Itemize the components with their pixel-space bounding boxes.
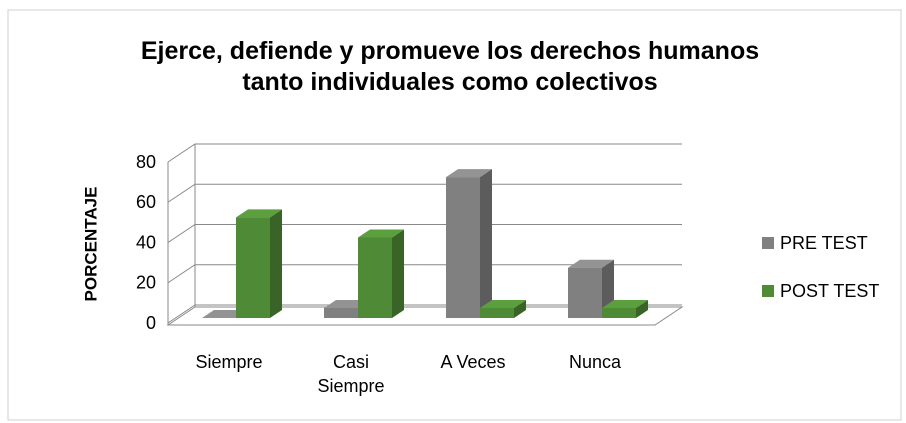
y-axis-label: PORCENTAJE (81, 187, 100, 302)
x-tick-label: A Veces (440, 352, 506, 372)
legend-label: PRE TEST (780, 233, 868, 253)
grid-line (167, 264, 682, 284)
x-tick-label: Casi Siempre (317, 352, 385, 396)
bar (568, 259, 614, 318)
bar-front (602, 307, 636, 318)
bar-side (514, 299, 526, 318)
bar-front (358, 237, 392, 318)
bar-front (236, 217, 270, 318)
chart-border (7, 9, 902, 421)
legend-label: POST TEST (780, 281, 879, 301)
bar-front (568, 267, 602, 318)
bar-front (446, 177, 480, 318)
bar-top (602, 299, 648, 308)
bar-front (480, 307, 514, 318)
y-tick-label: 40 (136, 232, 156, 252)
bar-top (446, 169, 492, 178)
bar-side (480, 169, 492, 318)
y-tick-label: 80 (136, 152, 156, 172)
floor (166, 306, 684, 326)
bar-top (236, 209, 282, 218)
legend-swatch (762, 285, 774, 297)
bar-side (392, 229, 404, 318)
bar-side (636, 299, 648, 318)
bar (446, 169, 492, 318)
bar (602, 299, 648, 318)
bar-top (480, 299, 526, 308)
grid-line (167, 183, 682, 203)
bar-top (568, 259, 614, 268)
bar (236, 209, 282, 318)
bar (358, 229, 404, 318)
bar-front (324, 307, 358, 318)
grid-line (167, 143, 682, 163)
chart-title: Ejerce, defiende y promueve los derechos… (140, 37, 760, 96)
y-tick-label: 0 (146, 313, 156, 333)
grid-line (167, 224, 682, 243)
bar-side (270, 209, 282, 318)
bar-top (358, 229, 404, 238)
x-tick-label: Nunca (568, 352, 622, 372)
legend-swatch (762, 237, 774, 249)
y-tick-label: 60 (136, 192, 156, 212)
bar (480, 299, 526, 318)
y-tick-label: 20 (136, 273, 156, 293)
x-tick-label: Siempre (195, 352, 263, 372)
